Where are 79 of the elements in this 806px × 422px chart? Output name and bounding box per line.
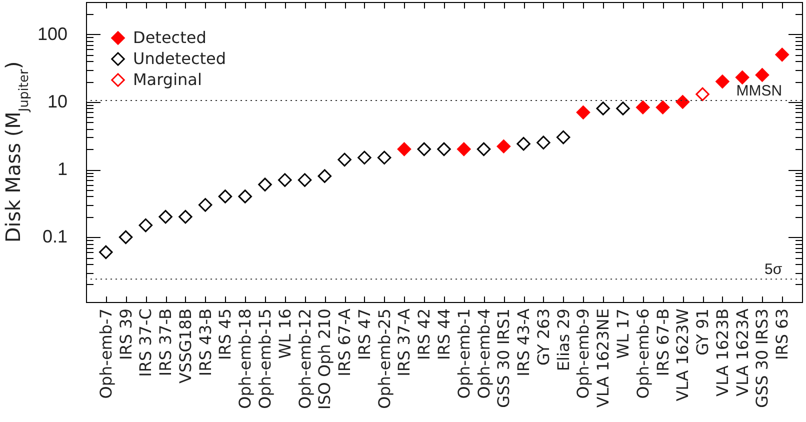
x-tick-label: Oph-emb-15 [256, 308, 274, 409]
point [377, 150, 392, 164]
point [516, 136, 530, 151]
x-tick-label: IRS 37-A [394, 308, 414, 376]
point [278, 173, 292, 187]
point [636, 100, 650, 114]
y-tick-label: 100 [37, 24, 68, 44]
x-tick-label: Oph-emb-12 [295, 308, 314, 409]
point [656, 100, 670, 114]
point [158, 210, 172, 224]
point [298, 173, 312, 187]
x-tick-label: WL 17 [614, 308, 632, 359]
x-tick-label: ISO Oph 210 [315, 308, 334, 410]
x-tick-label: IRS 63 [772, 308, 792, 360]
x-tick-label: Oph-emb-18 [236, 308, 255, 409]
legend-label: Marginal [133, 70, 202, 89]
point [198, 198, 212, 212]
x-tick-label: Oph-emb-6 [633, 308, 652, 399]
point [437, 142, 451, 156]
point [476, 142, 491, 156]
x-tick-label: VLA 1623A [732, 308, 752, 396]
x-tick-label: WL 16 [275, 308, 294, 359]
y-tick-label: 10 [47, 91, 68, 112]
x-tick-label: Oph-emb-4 [474, 308, 494, 399]
point [616, 102, 630, 116]
x-tick-label: IRS 42 [414, 308, 434, 360]
x-tick-label: VLA 1623W [673, 308, 692, 402]
x-tick-label: GY 263 [534, 308, 553, 366]
x-tick-label: IRS 67-A [335, 308, 354, 376]
point [576, 106, 590, 120]
ref-line-label: 5σ [764, 261, 783, 278]
point [536, 136, 550, 150]
point [676, 95, 690, 109]
x-tick-label: Oph-emb-7 [96, 308, 116, 399]
ref-line-label: MMSN [736, 82, 782, 100]
x-tick-label: GSS 30 IRS3 [752, 308, 772, 408]
x-tick-label: Oph-emb-1 [454, 308, 474, 399]
x-tick-label: IRS 37-B [156, 308, 176, 376]
point [716, 74, 730, 88]
x-tick-label: VLA 1623NE [594, 308, 613, 408]
x-tick-label: IRS 67-B [653, 308, 672, 376]
x-tick-label: GY 91 [693, 308, 712, 356]
point [696, 87, 710, 102]
x-tick-label: IRS 39 [116, 308, 136, 360]
point [99, 245, 113, 260]
x-tick-label: VSSG18B [176, 308, 195, 384]
legend-label: Detected [133, 28, 206, 47]
x-tick-label: IRS 37-C [136, 308, 156, 377]
point [238, 190, 252, 204]
point [735, 70, 750, 84]
point [318, 169, 332, 183]
point [358, 150, 372, 164]
x-tick-label: IRS 47 [354, 308, 374, 360]
legend-label: Undetected [133, 49, 226, 68]
point [118, 230, 133, 244]
point [775, 48, 789, 62]
x-tick-label: IRS 45 [216, 308, 235, 360]
x-tick-label: GSS 30 IRS1 [494, 308, 514, 408]
point [258, 178, 272, 192]
point [178, 210, 192, 224]
point [457, 142, 471, 156]
y-tick-label: 1 [57, 159, 68, 180]
x-tick-label: Oph-emb-25 [374, 308, 394, 409]
point [596, 102, 610, 116]
point [556, 130, 570, 144]
point [397, 142, 412, 156]
x-tick-label: Elias 29 [554, 308, 573, 372]
point [417, 142, 431, 156]
point [338, 152, 352, 167]
x-tick-label: IRS 43-A [514, 308, 534, 376]
x-tick-label: IRS 43-B [196, 308, 215, 376]
x-tick-label: Oph-emb-9 [574, 308, 593, 399]
x-tick-label: VLA 1623B [712, 308, 732, 396]
point [496, 140, 511, 154]
point [755, 68, 770, 82]
point [138, 218, 153, 232]
x-tick-label: IRS 44 [434, 308, 454, 360]
point [218, 190, 232, 204]
y-tick-label: 0.1 [42, 226, 68, 247]
